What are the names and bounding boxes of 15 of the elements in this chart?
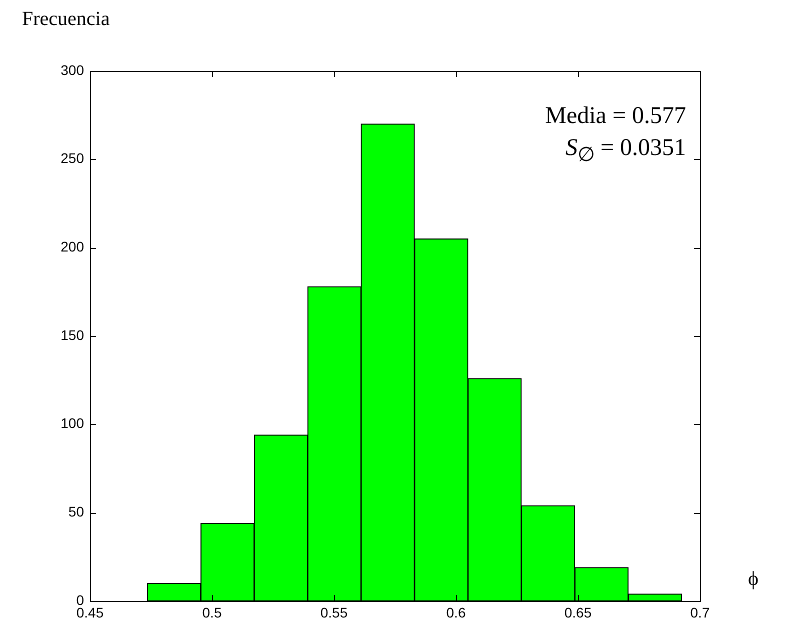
y-tick-label: 50: [68, 504, 84, 520]
x-tick-label: 0.55: [320, 604, 348, 620]
x-tick-label: 0.65: [564, 604, 592, 620]
y-tick-label: 200: [60, 238, 84, 255]
y-axis-title: Frecuencia: [22, 8, 110, 31]
x-tick-label: 0.7: [690, 604, 710, 620]
y-tick-label: 300: [60, 62, 84, 78]
annotation: S$_{∅}$ = 0.0351: [564, 134, 686, 168]
y-tick-label: 100: [60, 415, 84, 432]
x-axis-title: ϕ: [748, 568, 759, 591]
y-tick-label: 250: [60, 150, 84, 166]
y-tick-label: 150: [60, 326, 84, 343]
x-tick-label: 0.6: [446, 604, 466, 620]
x-tick-label: 0.5: [202, 604, 222, 620]
annotation: Media = 0.577: [545, 102, 686, 131]
